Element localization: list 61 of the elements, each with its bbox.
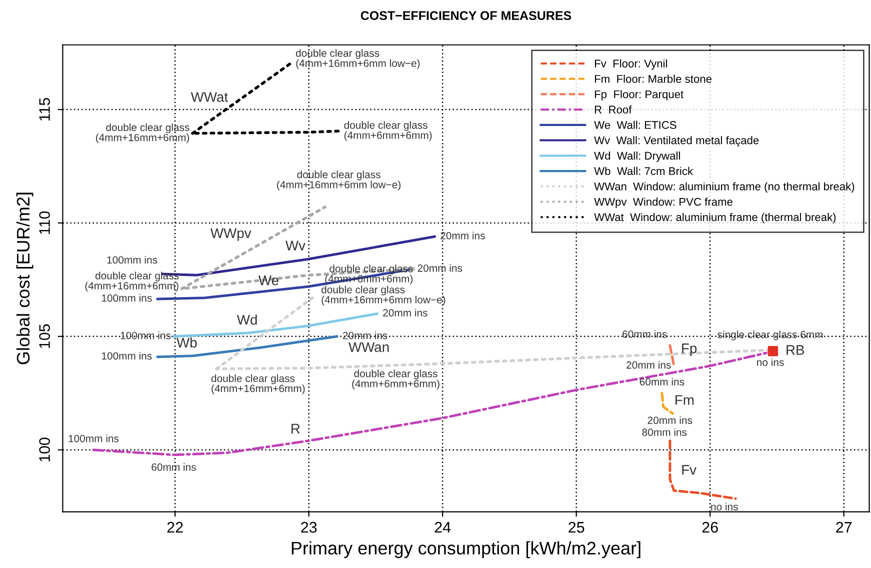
legend-label: Wv Wall: Ventilated metal façade xyxy=(594,136,759,147)
legend-label: Fp Floor: Parquet xyxy=(594,90,684,100)
annotation: 100mm ins xyxy=(120,332,171,340)
x-tick-label: 22 xyxy=(167,522,183,533)
annotation: 100mm ins xyxy=(102,294,152,302)
annotation: 20mm ins xyxy=(418,264,462,272)
annotation: WWan xyxy=(348,342,389,352)
annotation: 60mm ins xyxy=(640,378,684,386)
annotation: Wv xyxy=(285,240,306,250)
chart-title: COST−EFFICIENCY OF MEASURES xyxy=(360,11,572,20)
x-tick-label: 24 xyxy=(434,522,451,533)
y-axis-title: Global cost [EUR/m2] xyxy=(16,192,34,364)
legend-label: Fm Floor: Marble stone xyxy=(594,74,712,83)
legend-label: Wd Wall: Drywall xyxy=(594,152,680,162)
annotation: 60mm ins xyxy=(152,463,196,471)
annotation: double clear glass (4mm+16mm+6mm) xyxy=(96,123,190,144)
annotation: WWpv xyxy=(210,228,252,241)
y-tick-label: 105 xyxy=(39,324,50,348)
annotation: no ins xyxy=(711,502,738,510)
annotation: 20mm ins xyxy=(342,332,388,340)
annotation: Fp xyxy=(682,344,697,356)
annotation: 20mm ins xyxy=(383,308,428,317)
annotation: 60mm ins xyxy=(622,330,667,338)
annotation: We xyxy=(258,276,278,286)
legend-label: R Roof xyxy=(594,105,632,114)
annotation: 100mm ins xyxy=(107,256,158,264)
annotation: double clear glass (4mm+16mm+6mm) xyxy=(211,374,305,394)
annotation: no ins xyxy=(757,358,784,366)
annotation: Wd xyxy=(236,314,257,325)
x-axis-title: Primary energy consumption [kWh/m2.year] xyxy=(292,541,640,558)
annotation: double clear glass (4mm+16mm+6mm low−e) xyxy=(322,286,446,306)
annotation: 100mm ins xyxy=(102,352,152,360)
annotation: 20mm ins xyxy=(626,361,671,369)
x-tick-label: 23 xyxy=(301,522,317,533)
annotation: double clear glass (4mm+6mm+6mm) xyxy=(352,370,440,390)
y-tick-label: 110 xyxy=(39,211,50,234)
annotation: double clear glass (4mm+16mm+6mm low−e) xyxy=(296,49,420,70)
y-tick-label: 115 xyxy=(39,98,50,121)
annotation: 20mm ins xyxy=(648,416,692,424)
legend-label: Fv Floor: Vynil xyxy=(594,59,667,70)
x-tick-label: 26 xyxy=(702,522,718,533)
annotation: R xyxy=(292,424,300,434)
annotation: double clear glass (4mm+6mm+6mm) xyxy=(344,121,432,141)
x-tick-label: 25 xyxy=(568,522,584,533)
annotation: double clear glass (4mm+16mm+6mm low−e) xyxy=(277,170,400,190)
annotation: RB xyxy=(786,345,804,355)
legend-label: WWat Window: aluminium frame (thermal break) xyxy=(594,212,836,224)
legend-label: WWan Window: aluminium frame (no thermal break) xyxy=(594,182,854,193)
annotation: 80mm ins xyxy=(642,428,687,436)
annotation: Wb xyxy=(176,337,197,348)
annotation: single clear glass 6mm xyxy=(718,330,823,340)
legend-label: We Wall: ETICS xyxy=(594,120,676,129)
y-tick-label: 100 xyxy=(39,438,50,462)
annotation: WWat xyxy=(190,92,228,102)
legend-label: Wb Wall: 7cm Brick xyxy=(594,166,694,176)
legend-label: WWpv Window: PVC frame xyxy=(594,198,732,208)
annotation: Fm xyxy=(676,395,694,405)
annotation: 20mm ins xyxy=(440,232,485,240)
annotation: 100mm ins xyxy=(68,434,119,442)
annotation: Fv xyxy=(682,465,696,475)
x-tick-label: 27 xyxy=(836,522,852,533)
